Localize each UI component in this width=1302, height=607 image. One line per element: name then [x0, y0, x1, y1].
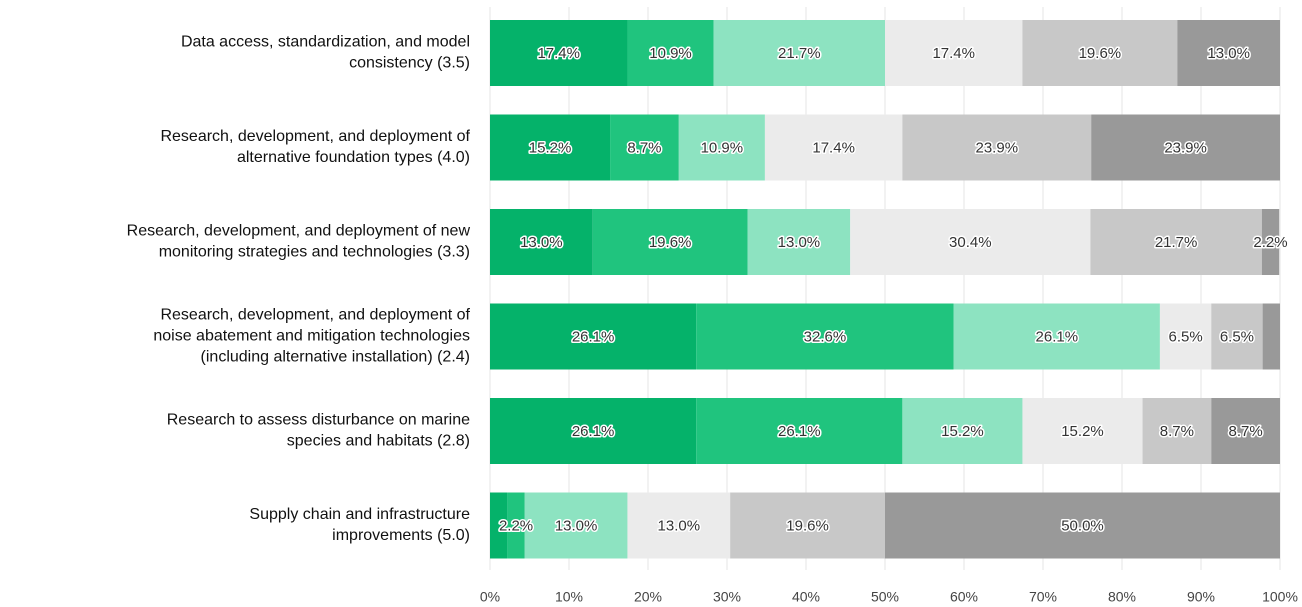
- bar-segment: [592, 209, 748, 275]
- bar-segment: [1211, 303, 1263, 370]
- x-tick-label: 10%: [555, 589, 583, 605]
- bar-segment: [1262, 303, 1280, 370]
- x-tick-label: 60%: [950, 589, 978, 605]
- value-label: 21.7%: [778, 45, 821, 62]
- value-label: 26.1%: [572, 328, 615, 345]
- bar-segment: [1091, 114, 1280, 181]
- bar-segment: [850, 209, 1091, 275]
- bar-segment: [1022, 398, 1143, 464]
- value-label: 30.4%: [949, 234, 992, 251]
- category-label: noise abatement and mitigation technolog…: [153, 328, 470, 345]
- bar-segment: [885, 492, 1280, 559]
- x-tick-label: 20%: [634, 589, 662, 605]
- category-label: Data access, standardization, and model: [181, 34, 470, 51]
- x-tick-label: 80%: [1108, 589, 1136, 605]
- x-tick-label: 90%: [1187, 589, 1215, 605]
- bar-segment: [953, 303, 1160, 370]
- category-label: (including alternative installation) (2.…: [201, 349, 470, 366]
- bar-segment: [1211, 398, 1280, 464]
- value-label: 13.0%: [778, 234, 821, 251]
- bar-segment: [490, 209, 593, 275]
- value-label: 13.0%: [1207, 45, 1250, 62]
- value-label: 23.9%: [1164, 139, 1207, 156]
- bar-segment: [1090, 209, 1262, 275]
- value-label: 19.6%: [1079, 45, 1122, 62]
- value-label: 8.7%: [627, 139, 661, 156]
- value-label: 15.2%: [1061, 423, 1104, 440]
- category-label: Research, development, and deployment of…: [127, 223, 471, 240]
- bar-segment: [1022, 20, 1178, 86]
- bar-segment: [885, 20, 1023, 86]
- value-label: 10.9%: [701, 139, 744, 156]
- value-label: 15.2%: [941, 423, 984, 440]
- value-label: 26.1%: [572, 423, 615, 440]
- bar-segment: [764, 114, 903, 181]
- x-tick-label: 70%: [1029, 589, 1057, 605]
- value-label: 2.2%: [499, 517, 533, 534]
- bar-segment: [1142, 398, 1212, 464]
- value-label: 15.2%: [529, 139, 572, 156]
- value-label: 13.0%: [658, 517, 701, 534]
- value-label: 26.1%: [778, 423, 821, 440]
- category-label: species and habitats (2.8): [287, 433, 470, 450]
- category-label: improvements (5.0): [332, 527, 470, 544]
- bar-segment: [627, 492, 731, 559]
- bar-segment: [507, 492, 525, 559]
- bar-segment: [678, 114, 765, 181]
- value-label: 19.6%: [649, 234, 692, 251]
- value-label: 6.5%: [1168, 328, 1202, 345]
- bar-segment: [696, 303, 954, 370]
- category-label: Supply chain and infrastructure: [249, 506, 470, 523]
- value-label: 19.6%: [786, 517, 829, 534]
- value-label: 17.4%: [932, 45, 975, 62]
- value-label: 6.5%: [1220, 328, 1254, 345]
- category-label: monitoring strategies and technologies (…: [159, 244, 470, 261]
- value-label: 17.4%: [537, 45, 580, 62]
- bar-segment: [490, 20, 628, 86]
- value-label: 13.0%: [555, 517, 598, 534]
- value-label: 8.7%: [1160, 423, 1194, 440]
- value-label: 32.6%: [804, 328, 847, 345]
- bar-segment: [902, 114, 1092, 181]
- bar-segment: [490, 492, 508, 559]
- value-label: 50.0%: [1061, 517, 1104, 534]
- category-label: Research, development, and deployment of: [160, 307, 470, 324]
- category-label: Research to assess disturbance on marine: [167, 412, 470, 429]
- bar-segment: [1159, 303, 1212, 370]
- value-label: 13.0%: [520, 234, 563, 251]
- value-label: 2.2%: [1253, 234, 1287, 251]
- category-label: alternative foundation types (4.0): [237, 149, 470, 166]
- x-tick-label: 50%: [871, 589, 899, 605]
- value-label: 17.4%: [812, 139, 855, 156]
- value-label: 23.9%: [976, 139, 1019, 156]
- bar-segment: [713, 20, 885, 86]
- x-tick-label: 30%: [713, 589, 741, 605]
- x-tick-label: 100%: [1262, 589, 1298, 605]
- bar-segment: [490, 398, 697, 464]
- bar-segment: [490, 114, 611, 181]
- category-label: consistency (3.5): [349, 55, 470, 72]
- value-label: 26.1%: [1036, 328, 1079, 345]
- value-label: 10.9%: [649, 45, 692, 62]
- bar-segment: [490, 303, 697, 370]
- x-tick-label: 0%: [480, 589, 500, 605]
- x-tick-label: 40%: [792, 589, 820, 605]
- bar-segment: [1261, 209, 1280, 275]
- bar-segment: [696, 398, 903, 464]
- bar-segment: [627, 20, 714, 86]
- bar-segment: [524, 492, 628, 559]
- value-label: 21.7%: [1155, 234, 1198, 251]
- bar-segment: [902, 398, 1023, 464]
- bar-segment: [747, 209, 851, 275]
- bar-segment: [730, 492, 885, 559]
- bar-segment: [1177, 20, 1280, 86]
- value-label: 8.7%: [1229, 423, 1263, 440]
- bar-segment: [610, 114, 679, 181]
- category-label: Research, development, and deployment of: [160, 128, 470, 145]
